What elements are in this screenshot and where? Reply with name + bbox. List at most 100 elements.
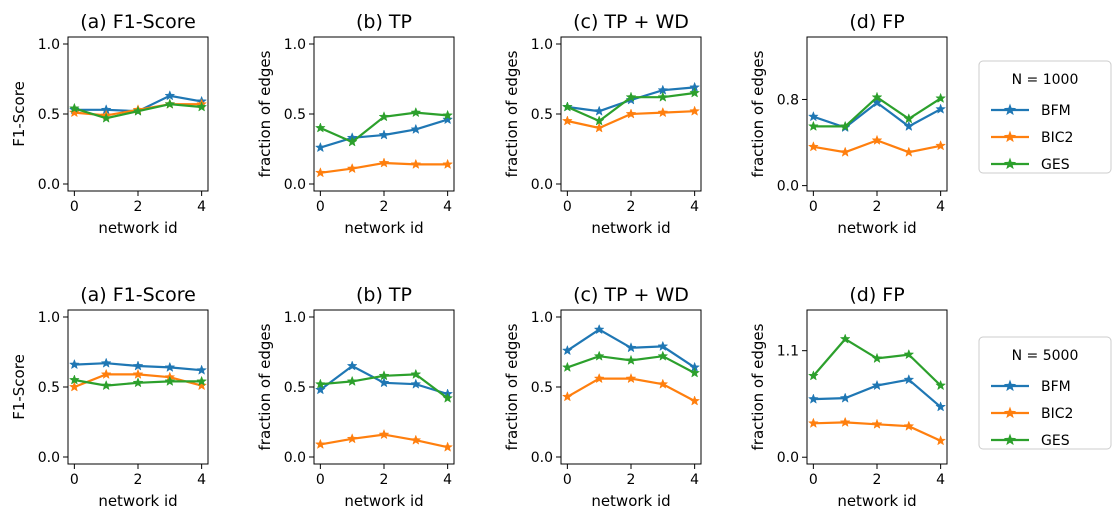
data-point-ges [657, 350, 669, 361]
y-axis-label: fraction of edges [749, 50, 767, 177]
data-point-bic2 [935, 435, 947, 446]
data-point-bic2 [689, 105, 701, 116]
y-tick-label: 0.5 [284, 107, 306, 123]
plot-frame [313, 309, 455, 465]
x-axis-label: network id [837, 219, 916, 237]
data-point-bfm [410, 123, 422, 134]
data-point-bic2 [935, 140, 947, 151]
data-point-bfm [903, 373, 915, 385]
plot-frame [560, 309, 702, 465]
x-tick-label: 4 [690, 472, 699, 488]
x-axis-label: network id [591, 219, 670, 237]
data-point-ges [903, 113, 915, 124]
y-tick-label: 0.0 [777, 450, 799, 466]
plot-frame [560, 36, 702, 192]
x-tick-label: 0 [809, 199, 818, 215]
y-tick-label: 0.0 [777, 179, 799, 195]
data-point-bic2 [593, 122, 605, 133]
data-point-ges [132, 105, 144, 116]
data-point-bfm [100, 357, 112, 368]
data-point-bfm [903, 120, 915, 131]
data-point-ges [100, 379, 112, 391]
data-point-ges [164, 375, 176, 386]
x-tick-label: 4 [197, 472, 206, 488]
x-tick-label: 2 [134, 199, 143, 215]
subplot-7: (c) TP + WD 0 2 4 0.0 0.5 1.0 network id fractio… [503, 284, 702, 510]
data-point-ges [871, 91, 883, 102]
data-point-bic2 [903, 146, 915, 157]
legend-marker-bic2 [1003, 406, 1017, 419]
plot-frame [806, 309, 948, 465]
data-point-bic2 [689, 395, 701, 406]
y-tick-label: 0.5 [38, 380, 60, 396]
x-tick-label: 2 [380, 199, 389, 215]
x-tick-label: 4 [936, 472, 945, 488]
legend-label-ges: GES [1041, 157, 1070, 173]
legend-marker-bfm [1003, 379, 1017, 392]
series-line-bic2 [566, 377, 696, 402]
data-point-bic2 [807, 417, 819, 428]
x-tick-label: 0 [70, 472, 79, 488]
subplot-title: (d) FP [849, 11, 904, 33]
x-axis-label: network id [837, 492, 916, 510]
data-point-ges [625, 354, 637, 365]
data-point-bfm [314, 384, 326, 395]
data-point-bic2 [561, 391, 573, 402]
data-point-bic2 [410, 434, 422, 445]
legend-marker-ges [1003, 433, 1017, 446]
data-point-ges [68, 102, 80, 113]
subplot-1: (a) F1-Score 0 2 4 0.0 0.5 1.0 network id F1-Sco… [10, 11, 209, 237]
legend-marker-bfm [1003, 103, 1017, 116]
data-point-ges [442, 109, 454, 120]
x-tick-label: 0 [809, 472, 818, 488]
data-point-bfm [807, 393, 819, 404]
data-point-ges [625, 91, 637, 102]
data-point-bic2 [657, 106, 669, 118]
data-point-ges [689, 87, 701, 98]
data-point-ges [839, 333, 851, 344]
y-tick-label: 0.0 [284, 450, 306, 466]
data-point-bic2 [903, 420, 915, 431]
data-point-bic2 [314, 438, 326, 449]
data-point-bfm [561, 344, 573, 356]
data-point-bfm [196, 364, 208, 375]
subplot-title: (c) TP + WD [573, 11, 689, 33]
data-point-bfm [657, 340, 669, 351]
data-point-bfm [132, 360, 144, 371]
subplot-3: (c) TP + WD 0 2 4 0.0 0.5 1.0 network id fractio… [503, 11, 702, 237]
data-point-ges [132, 377, 144, 388]
data-point-bic2 [378, 157, 390, 168]
data-point-ges [196, 375, 208, 386]
data-point-bfm [442, 113, 454, 125]
data-point-bfm [935, 401, 947, 412]
data-point-bfm [164, 361, 176, 372]
data-point-bfm [314, 141, 326, 153]
data-point-ges [410, 368, 422, 379]
x-axis-label: network id [344, 492, 423, 510]
x-tick-label: 0 [563, 199, 572, 215]
data-point-bic2 [346, 162, 358, 174]
subplot-title: (b) TP [356, 11, 412, 33]
data-point-ges [871, 352, 883, 364]
legend-2: N = 5000 BFM BIC2 GES [978, 336, 1112, 450]
plot-frame [806, 36, 948, 192]
data-point-bic2 [410, 158, 422, 169]
legend-1: N = 1000 BFM BIC2 GES [978, 60, 1112, 174]
plot-frame [67, 36, 209, 192]
data-point-bfm [378, 377, 390, 388]
data-point-ges [346, 136, 358, 147]
data-point-bic2 [68, 106, 80, 118]
y-axis-label: fraction of edges [256, 50, 274, 177]
data-point-bfm [593, 105, 605, 116]
subplot-title: (a) F1-Score [80, 284, 196, 306]
x-axis-label: network id [344, 219, 423, 237]
x-tick-label: 2 [627, 199, 636, 215]
x-tick-label: 2 [627, 472, 636, 488]
data-point-bfm [807, 110, 819, 122]
y-tick-label: 0.0 [284, 177, 306, 193]
data-point-ges [935, 379, 947, 391]
y-tick-label: 1.0 [38, 37, 60, 53]
data-point-bic2 [378, 428, 390, 440]
data-point-ges [839, 120, 851, 131]
legend-title: N = 1000 [1012, 72, 1079, 88]
